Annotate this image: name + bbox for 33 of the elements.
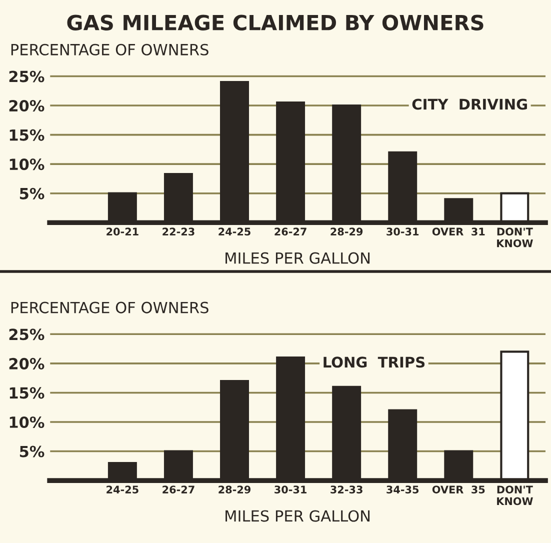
y-axis-title: PERCENTAGE OF OWNERS: [11, 302, 208, 314]
x-tick-label: 22-23: [162, 228, 194, 236]
y-axis-title: PERCENTAGE OF OWNERS: [11, 44, 208, 56]
x-tick-label: 30-31: [274, 486, 306, 494]
x-tick-label: 34-35: [386, 486, 419, 494]
x-tick-label: 30-31: [386, 228, 419, 236]
y-tick-label: 20%: [9, 358, 44, 370]
x-tick-label: 24-25: [218, 228, 250, 236]
x-tick-label: OVER 35: [432, 486, 485, 494]
y-tick-label: 25%: [9, 70, 44, 82]
x-axis-title: MILES PER GALLON: [226, 510, 370, 522]
x-tick-label: 24-25: [106, 486, 138, 494]
y-tick-label: 5%: [20, 446, 44, 458]
x-tick-label: 32-33: [330, 486, 362, 494]
annotation: CITY DRIVING: [412, 98, 527, 110]
x-tick-label: DON'T KNOW: [497, 486, 533, 506]
y-tick-label: 20%: [9, 100, 44, 112]
x-tick-label: 20-21: [106, 228, 138, 236]
x-tick-label: 28-29: [330, 228, 363, 236]
y-tick-label: 10%: [10, 158, 44, 170]
y-tick-label: 5%: [20, 188, 44, 200]
y-tick-label: 15%: [10, 387, 44, 399]
y-tick-label: 15%: [10, 129, 44, 141]
y-tick-label: 10%: [10, 416, 44, 428]
x-tick-label: 26-27: [274, 228, 306, 236]
x-tick-label: 28-29: [218, 486, 250, 494]
y-tick-label: 25%: [9, 328, 44, 340]
x-tick-label: OVER 31: [432, 228, 485, 236]
x-tick-label: DON'T KNOW: [497, 228, 533, 248]
annotation: LONG TRIPS: [324, 356, 425, 368]
x-axis-title: MILES PER GALLON: [226, 252, 370, 264]
x-tick-label: 26-27: [162, 486, 194, 494]
chart-title: GAS MILEAGE CLAIMED BY OWNERS: [67, 14, 484, 30]
